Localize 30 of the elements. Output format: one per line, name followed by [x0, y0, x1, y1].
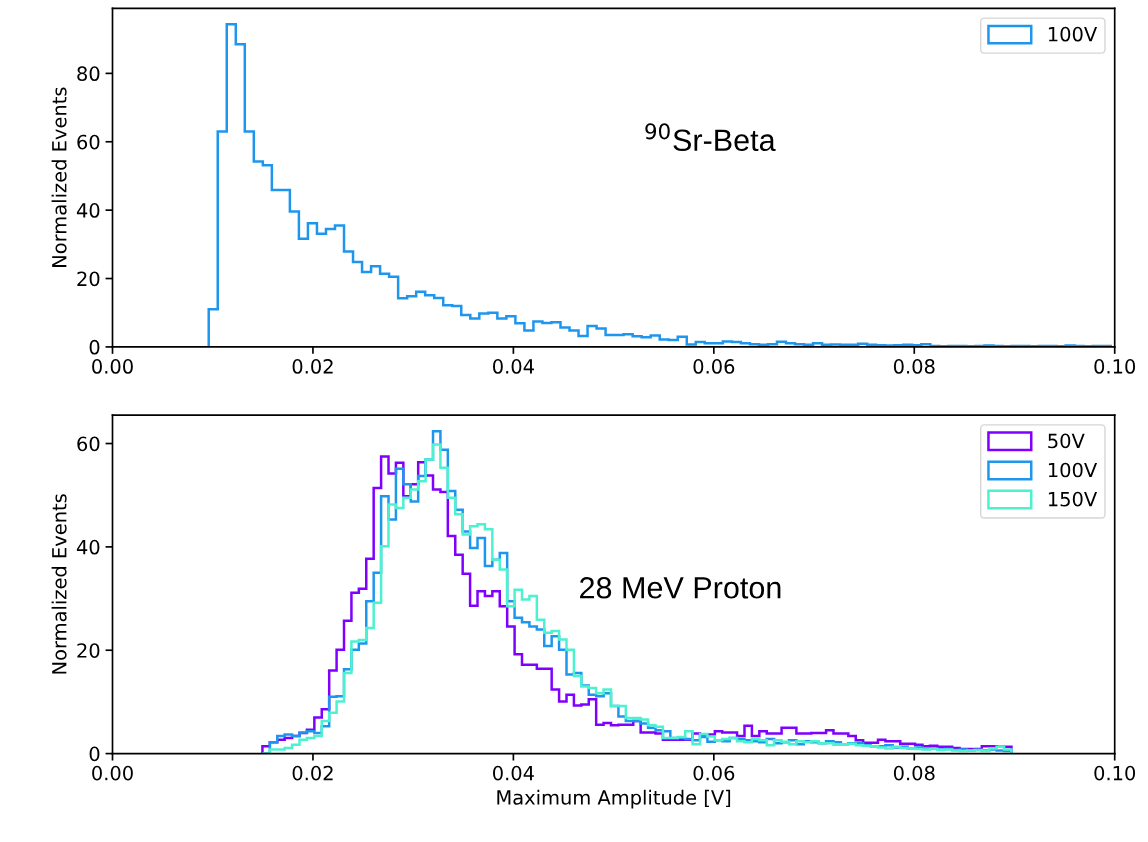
legend-label: 100V: [1048, 26, 1098, 42]
x-tick-label: 0.00: [92, 765, 133, 781]
x-tick-label: 0.00: [92, 359, 133, 374]
y-tick-label: 20: [77, 271, 100, 287]
x-tick-label: 0.08: [893, 359, 935, 374]
y-axis-title: Normalized Events: [51, 494, 67, 674]
x-tick-label: 0.02: [292, 765, 333, 781]
y-tick-label: 20: [77, 643, 100, 658]
y-tick-label: 40: [76, 203, 100, 218]
legend-label: 150V: [1048, 491, 1098, 507]
y-tick-label: 0: [89, 339, 100, 355]
y-tick-label: 80: [77, 66, 100, 82]
x-tick-label: 0.10: [1094, 765, 1136, 781]
y-tick-label: 40: [76, 539, 100, 555]
x-tick-label: 0.06: [693, 359, 735, 374]
legend-label: 100V: [1048, 462, 1098, 478]
annotation: 28 MeV Proton: [580, 576, 781, 599]
x-tick-label: 0.08: [893, 765, 935, 781]
x-tick-label: 0.10: [1094, 359, 1136, 374]
x-tick-label: 0.04: [493, 359, 534, 374]
x-tick-label: 0.06: [693, 765, 735, 781]
y-tick-label: 60: [77, 436, 100, 452]
y-axis-title: Normalized Events: [51, 87, 67, 267]
x-axis-title: Maximum Amplitude [V]: [497, 789, 731, 809]
x-tick-label: 0.02: [292, 359, 333, 374]
legend-label: 50V: [1048, 433, 1085, 449]
y-tick-label: 0: [89, 746, 100, 762]
annotation: $^{90}$Sr-Beta: [645, 123, 776, 152]
x-tick-label: 0.04: [493, 765, 534, 781]
y-tick-label: 60: [77, 134, 100, 150]
